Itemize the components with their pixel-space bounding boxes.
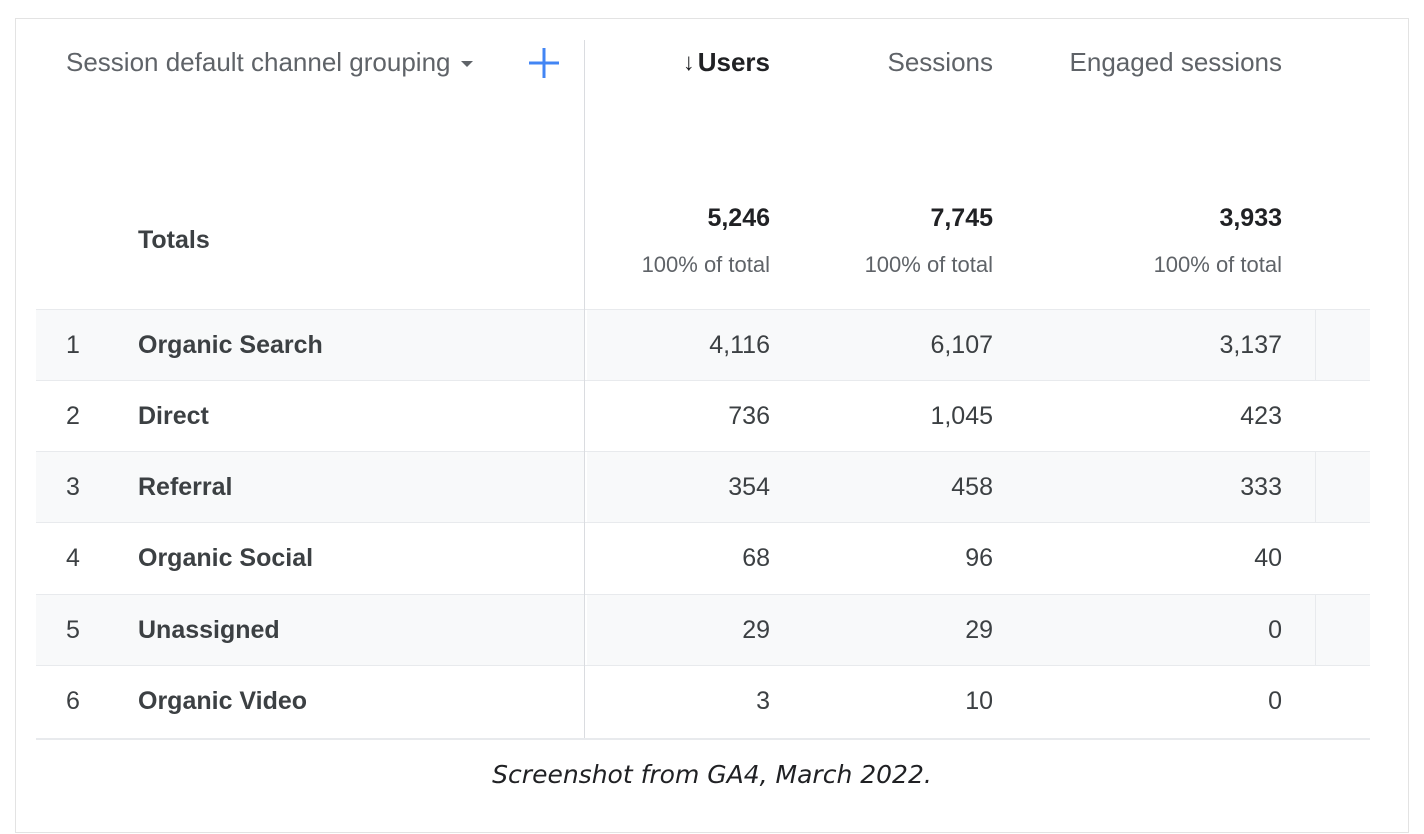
- column-header-sessions[interactable]: Sessions: [822, 44, 994, 80]
- row-engaged-sessions: 40: [1254, 544, 1282, 572]
- row-channel[interactable]: Direct: [138, 402, 209, 430]
- row-rank: 1: [66, 331, 80, 359]
- table-row[interactable]: 3 Referral 354 458 333: [36, 451, 1370, 522]
- dimension-label: Session default channel grouping: [66, 46, 451, 77]
- column-header-engaged-sessions[interactable]: Engaged sessions: [1020, 44, 1282, 80]
- totals-engaged-sessions: 3,933: [1219, 204, 1282, 232]
- totals-sessions: 7,745: [930, 204, 993, 232]
- row-divider: [584, 595, 587, 665]
- row-engaged-sessions: 423: [1240, 402, 1282, 430]
- row-users: 4,116: [709, 331, 770, 359]
- table-row[interactable]: 1 Organic Search 4,116 6,107 3,137: [36, 309, 1370, 380]
- row-sessions: 458: [951, 473, 993, 501]
- caret-down-icon: [460, 61, 473, 67]
- column-divider: [584, 40, 585, 739]
- row-users: 354: [728, 473, 770, 501]
- row-rank: 2: [66, 402, 80, 430]
- row-sessions: 96: [965, 544, 993, 572]
- row-engaged-sessions: 0: [1268, 616, 1282, 644]
- row-channel[interactable]: Organic Search: [138, 331, 323, 359]
- row-sessions: 1,045: [930, 402, 993, 430]
- column-header-label: Sessions: [887, 47, 994, 77]
- row-engaged-sessions: 333: [1240, 473, 1282, 501]
- table-row[interactable]: 4 Organic Social 68 96 40: [36, 522, 1370, 593]
- report-frame: [15, 18, 1409, 833]
- row-rank: 5: [66, 616, 80, 644]
- table-bottom-divider: [36, 738, 1370, 740]
- row-divider: [584, 310, 587, 380]
- row-engaged-sessions: 0: [1268, 687, 1282, 715]
- row-channel[interactable]: Organic Video: [138, 687, 308, 715]
- row-channel[interactable]: Referral: [138, 473, 233, 501]
- totals-sessions-percent: 100% of total: [864, 252, 993, 277]
- totals-label: Totals: [138, 226, 210, 254]
- row-users: 3: [756, 687, 770, 715]
- row-tail-cell: [1315, 452, 1370, 522]
- row-rank: 4: [66, 544, 80, 572]
- table-row[interactable]: 5 Unassigned 29 29 0: [36, 594, 1370, 665]
- image-caption: Screenshot from GA4, March 2022.: [492, 760, 932, 789]
- row-engaged-sessions: 3,137: [1219, 331, 1282, 359]
- row-users: 29: [742, 616, 770, 644]
- row-divider: [584, 452, 587, 522]
- table-row[interactable]: 6 Organic Video 3 10 0: [36, 665, 1370, 736]
- totals-users: 5,246: [707, 204, 770, 232]
- row-rank: 6: [66, 687, 80, 715]
- row-rank: 3: [66, 473, 80, 501]
- totals-users-percent: 100% of total: [641, 252, 770, 277]
- row-users: 736: [728, 402, 770, 430]
- column-header-label: Engaged sessions: [1069, 47, 1282, 77]
- totals-engaged-percent: 100% of total: [1153, 252, 1282, 277]
- row-tail-cell: [1315, 310, 1370, 380]
- row-sessions: 29: [965, 616, 993, 644]
- plus-icon: [529, 48, 559, 78]
- add-dimension-button[interactable]: [526, 45, 562, 81]
- column-header-label: Users: [697, 47, 770, 77]
- column-header-users[interactable]: ↓ Users: [600, 44, 770, 80]
- arrow-down-icon: ↓: [682, 49, 695, 76]
- row-channel[interactable]: Organic Social: [138, 544, 314, 572]
- row-sessions: 10: [965, 687, 993, 715]
- row-sessions: 6,107: [930, 331, 993, 359]
- dimension-selector[interactable]: Session default channel grouping: [66, 44, 473, 80]
- row-channel[interactable]: Unassigned: [138, 616, 280, 644]
- row-users: 68: [742, 544, 770, 572]
- table-row[interactable]: 2 Direct 736 1,045 423: [36, 380, 1370, 451]
- row-tail-cell: [1315, 595, 1370, 665]
